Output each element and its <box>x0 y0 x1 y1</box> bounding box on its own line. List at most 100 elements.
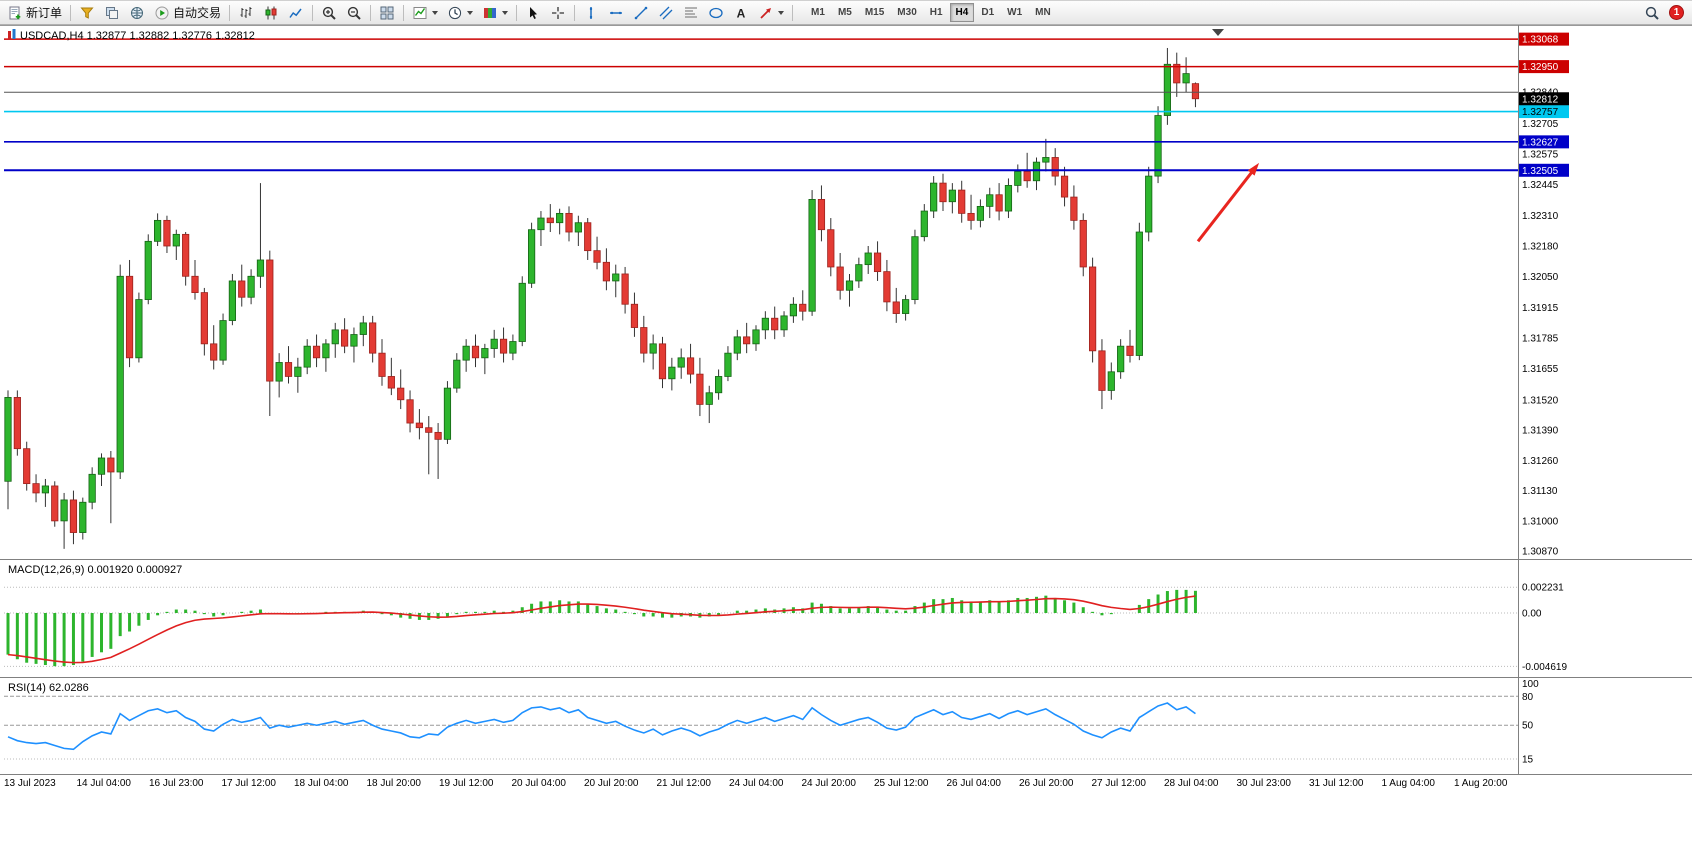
candles-layer <box>4 47 1200 549</box>
svg-text:1.31260: 1.31260 <box>1522 456 1559 467</box>
horizontal-line-button[interactable] <box>604 2 628 23</box>
main-chart[interactable]: 1.328401.327051.325751.324451.323101.321… <box>0 25 1692 559</box>
svg-text:15: 15 <box>1522 755 1534 766</box>
price-line-label <box>1519 60 1569 74</box>
tile-windows-button[interactable] <box>375 2 399 23</box>
time-scale[interactable]: 13 Jul 2023 14 Jul 04:00 16 Jul 23:00 17 Ju… <box>0 774 1692 791</box>
svg-text:80: 80 <box>1522 692 1534 703</box>
svg-text:1.31915: 1.31915 <box>1522 303 1559 314</box>
chart-shift-marker[interactable] <box>1212 29 1224 36</box>
notification-badge[interactable]: 1 <box>1669 5 1684 20</box>
linechart-icon <box>289 8 302 18</box>
toolbar-separator <box>516 4 518 21</box>
fibo-icon <box>685 6 698 18</box>
svg-text:1.31130: 1.31130 <box>1522 486 1558 497</box>
zoom-in-icon <box>322 6 336 20</box>
timeframe-m1[interactable]: M1 <box>811 7 825 18</box>
timeframe-h4[interactable]: H4 <box>949 3 975 22</box>
time-label: 16 Jul 23:00 <box>149 778 204 789</box>
svg-text:A: A <box>737 6 746 20</box>
periods-button[interactable] <box>443 2 477 23</box>
svg-text:MACD(12,26,9) 0.001920 0.00092: MACD(12,26,9) 0.001920 0.000927 <box>8 564 182 576</box>
svg-text:1.31785: 1.31785 <box>1522 334 1559 345</box>
time-label: 26 Jul 20:00 <box>1019 778 1074 789</box>
time-label: 17 Jul 12:00 <box>221 778 277 789</box>
time-label: 30 Jul 23:00 <box>1236 778 1292 789</box>
time-label: 18 Jul 20:00 <box>366 778 422 789</box>
globe-icon <box>131 6 144 19</box>
toolbar-separator <box>312 4 314 21</box>
vertical-line-button[interactable] <box>579 2 603 23</box>
toolbar-separator <box>574 4 576 21</box>
svg-text:1.31000: 1.31000 <box>1522 516 1559 527</box>
vline-icon <box>589 6 593 19</box>
macd-panel[interactable]: 0.002231 0.00 -0.004619 MACD(12,26,9) 0.001… <box>0 559 1692 677</box>
time-label: 13 Jul 2023 <box>4 778 56 789</box>
indicators-button[interactable] <box>408 2 442 23</box>
annotation-arrow[interactable] <box>1196 162 1260 243</box>
equidistant-channel-button[interactable] <box>654 2 678 23</box>
play-icon <box>155 6 169 19</box>
timeframe-m30[interactable]: M30 <box>897 7 917 18</box>
line-chart-button[interactable] <box>284 2 308 23</box>
data-window-button[interactable] <box>125 2 149 23</box>
horizontal-lines[interactable]: 1.33068 1.32950 1.32757 1.32627 1.32505 <box>4 32 1569 177</box>
time-label: 24 Jul 04:00 <box>729 778 784 789</box>
search-button[interactable] <box>1640 2 1664 23</box>
timeframe-d1[interactable]: D1 <box>981 7 995 18</box>
chart-window-button[interactable] <box>75 2 99 23</box>
symbol-icon <box>8 31 11 39</box>
fibonacci-button[interactable] <box>679 2 703 23</box>
new-order-button[interactable]: 新订单 <box>3 2 66 23</box>
templates-button[interactable] <box>478 2 512 23</box>
trendline-button[interactable] <box>629 2 653 23</box>
symbol-icon <box>12 29 16 39</box>
crosshair-icon <box>552 6 565 19</box>
svg-text:100: 100 <box>1522 679 1539 690</box>
svg-text:1.31655: 1.31655 <box>1522 364 1559 375</box>
autotrade-button[interactable]: 自动交易 <box>150 2 225 23</box>
crosshair-button[interactable] <box>546 2 570 23</box>
toolbar-separator <box>792 4 794 21</box>
shapes-icon <box>709 7 723 18</box>
toolbar-separator <box>403 4 405 21</box>
rsi-panel[interactable]: 100 80 50 15 RSI(14) 62.0286 <box>0 677 1692 774</box>
timeframe-w1[interactable]: W1 <box>1007 7 1023 18</box>
timeframe-mn[interactable]: MN <box>1035 7 1051 18</box>
cursor-icon <box>530 6 538 19</box>
text-button[interactable]: A <box>729 2 753 23</box>
zoom-in-button[interactable] <box>317 2 341 23</box>
indicator-icon <box>413 6 427 19</box>
svg-text:50: 50 <box>1522 721 1534 732</box>
svg-text:1.32575: 1.32575 <box>1522 149 1559 160</box>
autotrade-button-label: 自动交易 <box>173 6 222 20</box>
cursor-button[interactable] <box>521 2 545 23</box>
candlestick-chart-button[interactable] <box>259 2 283 23</box>
time-label: 28 Jul 04:00 <box>1164 778 1219 789</box>
arrow-objects-button[interactable] <box>754 2 788 23</box>
svg-text:0.00: 0.00 <box>1522 609 1542 620</box>
ellipse-button[interactable] <box>704 2 728 23</box>
dropdown-caret-icon <box>502 10 509 15</box>
textA-icon: A <box>737 6 746 20</box>
dropdown-caret-icon <box>467 10 474 15</box>
bottom-filler <box>0 791 1692 852</box>
funnel-icon <box>80 7 94 19</box>
time-label: 1 Aug 20:00 <box>1454 778 1508 789</box>
zoom-out-button[interactable] <box>342 2 366 23</box>
svg-text:1.32705: 1.32705 <box>1522 119 1559 130</box>
hline-icon <box>610 11 623 14</box>
bar-chart-button[interactable] <box>234 2 258 23</box>
macd-signal-line <box>7 595 1196 664</box>
profiles-button[interactable] <box>100 2 124 23</box>
svg-text:1.33068: 1.33068 <box>1522 35 1559 46</box>
time-label: 24 Jul 20:00 <box>801 778 857 789</box>
timeframe-m5[interactable]: M5 <box>837 7 852 18</box>
toolbar-right: 1 <box>1640 2 1689 23</box>
timeframe-m15[interactable]: M15 <box>864 7 885 18</box>
time-label: 27 Jul 12:00 <box>1091 778 1147 789</box>
time-label: 20 Jul 04:00 <box>511 778 567 789</box>
price-line-label <box>1519 105 1569 119</box>
timeframe-h1[interactable]: H1 <box>929 7 943 18</box>
